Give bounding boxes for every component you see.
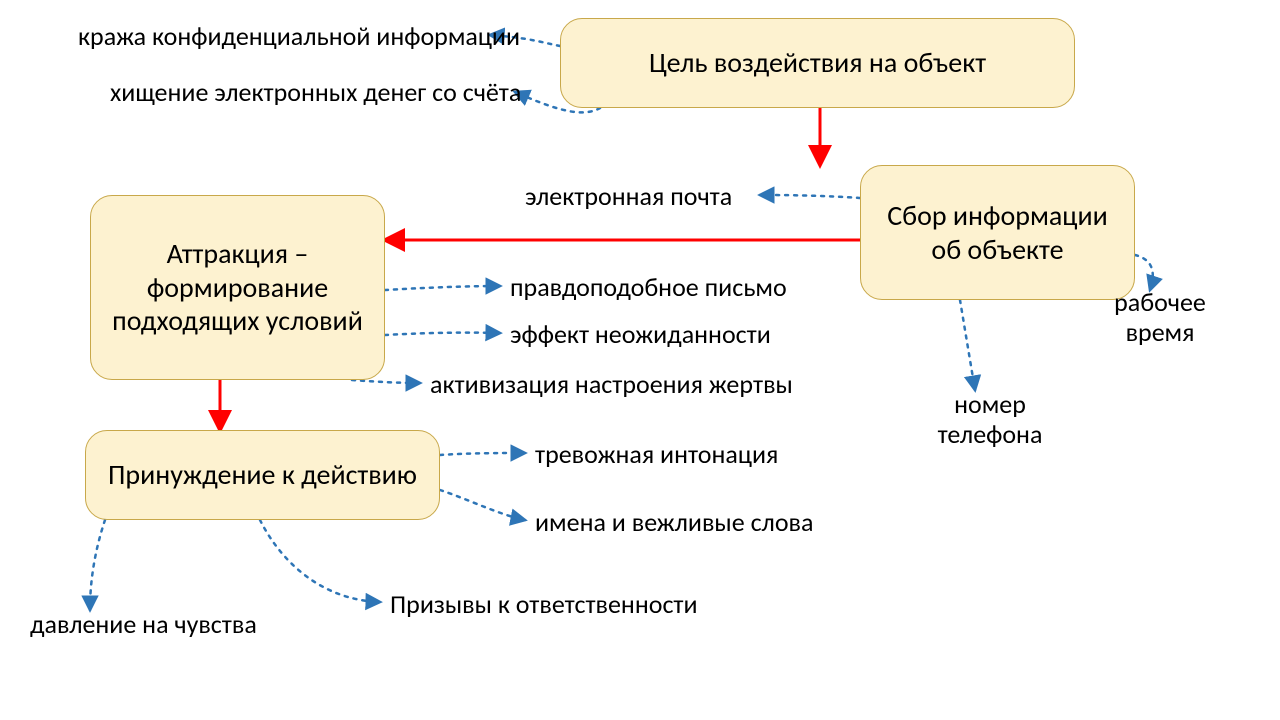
- diagram-canvas: Цель воздействия на объект Сбор информац…: [0, 0, 1280, 720]
- label-phone: номер телефона: [920, 390, 1060, 450]
- node-attract: Аттракция – формирование подходящих усло…: [90, 195, 385, 380]
- label-mood: активизация настроения жертвы: [430, 370, 793, 400]
- dotted-arrow-email: [760, 195, 860, 198]
- label-responsib: Призывы к ответственности: [390, 590, 698, 620]
- dotted-arrow-responsib: [260, 520, 380, 602]
- dotted-arrow-intonation: [440, 453, 525, 455]
- label-surprise: эффект неожиданности: [510, 320, 771, 350]
- label-letter: правдоподобное письмо: [510, 273, 787, 303]
- dotted-arrow-phone: [960, 300, 975, 390]
- dotted-arrow-worktime: [1135, 255, 1153, 290]
- dotted-arrow-mood: [352, 380, 420, 383]
- node-goal: Цель воздействия на объект: [560, 18, 1075, 108]
- node-coerce: Принуждение к действию: [85, 430, 440, 520]
- node-gather: Сбор информации об объекте: [860, 165, 1135, 300]
- label-steal-money: хищение электронных денег со счёта: [110, 78, 521, 108]
- label-names: имена и вежливые слова: [535, 508, 813, 538]
- dotted-arrow-letter: [385, 286, 500, 290]
- dotted-arrow-names: [440, 490, 525, 520]
- label-email: электронная почта: [525, 182, 732, 212]
- label-worktime: рабочее время: [1090, 288, 1230, 348]
- dotted-arrow-pressure: [90, 520, 105, 610]
- label-intonation: тревожная интонация: [535, 440, 778, 470]
- dotted-arrow-surprise: [385, 333, 500, 335]
- label-pressure: давление на чувства: [30, 610, 257, 640]
- label-theft: кража конфиденциальной информации: [78, 22, 520, 52]
